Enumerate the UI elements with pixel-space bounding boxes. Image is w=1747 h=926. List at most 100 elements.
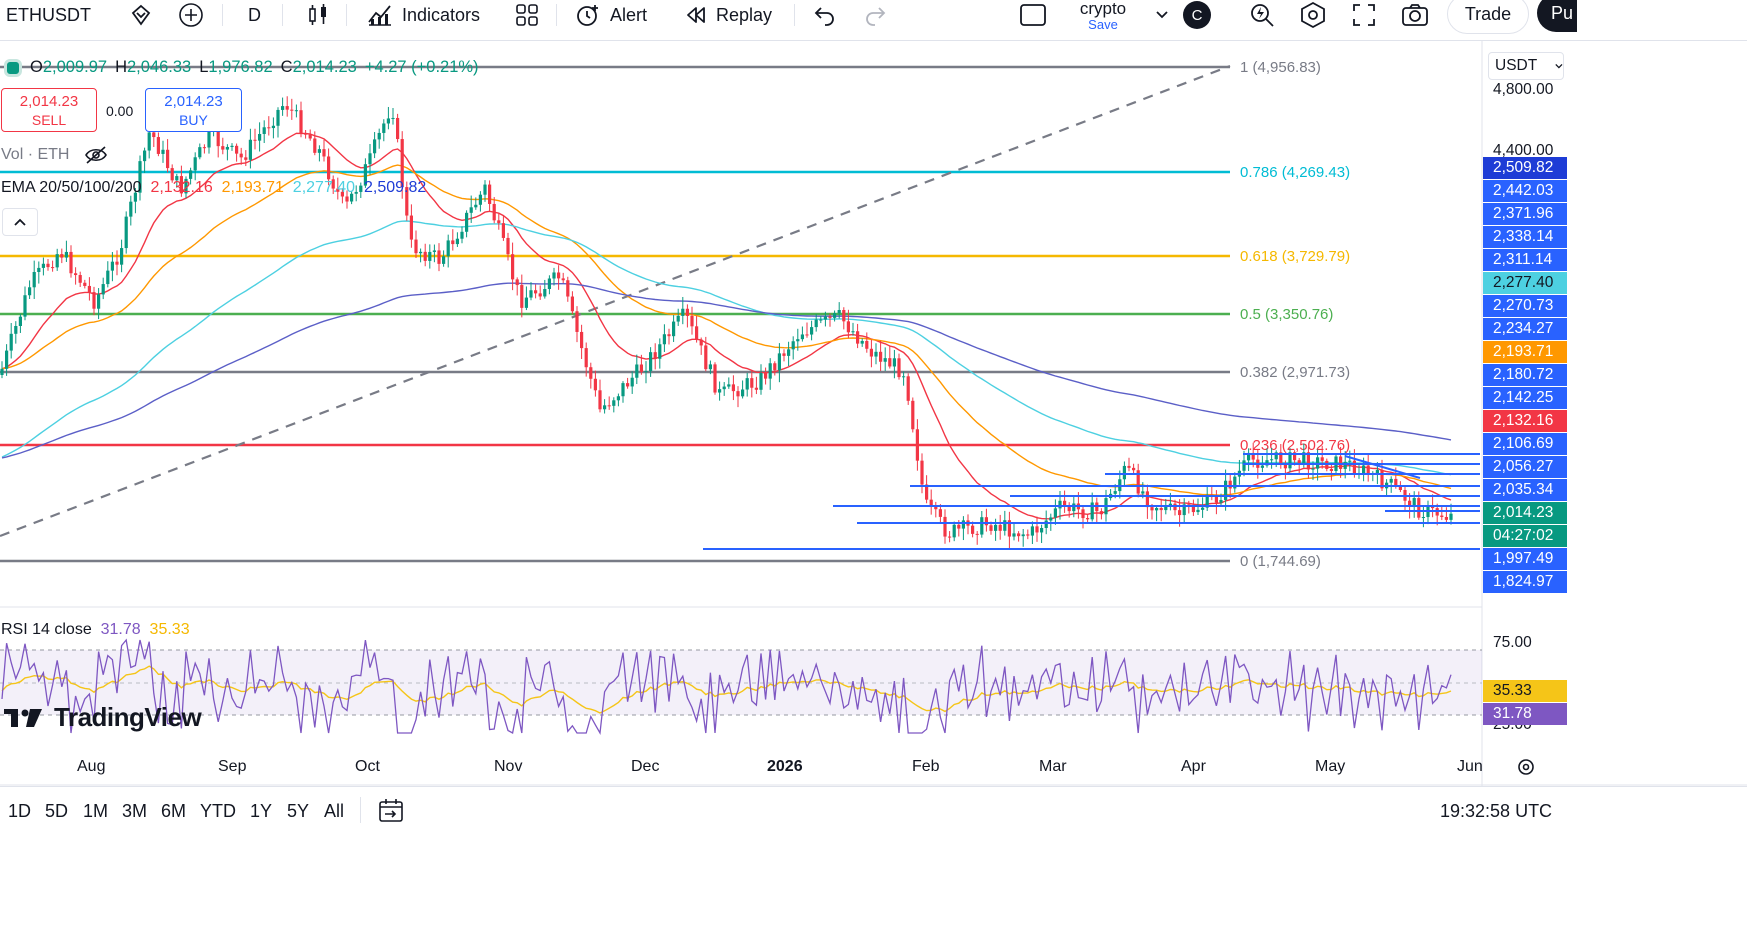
candle — [892, 358, 896, 367]
candle — [474, 204, 478, 208]
range-5y[interactable]: 5Y — [287, 801, 310, 821]
symbol-search[interactable]: ETHUSDT — [6, 0, 91, 30]
volume-label[interactable]: Vol · ETH — [1, 146, 70, 163]
trade-button[interactable]: Trade — [1447, 0, 1529, 34]
candle — [1320, 457, 1324, 461]
time-label: Mar — [1039, 758, 1067, 775]
candle — [1155, 507, 1159, 511]
market-status-dot[interactable] — [4, 58, 22, 77]
candle — [745, 378, 749, 390]
rsi-badge: 31.78 — [1483, 703, 1567, 725]
candle — [575, 311, 579, 332]
ema-legend[interactable]: EMA 20/50/100/200 2,132.16 2,193.71 2,27… — [1, 179, 427, 196]
candle — [676, 315, 680, 322]
range-1y[interactable]: 1Y — [250, 801, 273, 821]
candle — [1201, 507, 1205, 510]
save-label[interactable]: Save — [1088, 17, 1118, 32]
candle — [1053, 508, 1057, 518]
quick-search-icon[interactable] — [1248, 0, 1276, 30]
compare-add-icon[interactable] — [178, 0, 204, 30]
candle — [133, 192, 137, 202]
avatar[interactable]: C — [1183, 1, 1211, 29]
price-axis-badge: 1,997.49 — [1483, 548, 1567, 570]
candle — [524, 297, 528, 308]
range-6m[interactable]: 6M — [161, 801, 187, 821]
candle — [290, 109, 294, 111]
symbol-name[interactable]: ETHUSDT — [6, 4, 91, 25]
candle — [258, 133, 262, 141]
candle — [667, 334, 671, 337]
fib-level-label: 0.618 (3,729.79) — [1240, 248, 1350, 265]
range-1d[interactable]: 1D — [8, 801, 32, 821]
candle — [69, 251, 73, 274]
candle — [943, 516, 947, 537]
price-axis-badge: 2,014.23 — [1483, 502, 1567, 524]
replay-button[interactable]: Replay — [684, 0, 772, 30]
candle — [796, 339, 800, 342]
candle — [538, 293, 542, 297]
trend-line[interactable] — [1344, 455, 1421, 479]
sell-button[interactable]: 2,014.23 SELL — [1, 88, 97, 132]
undo-icon[interactable] — [812, 0, 838, 30]
fib-trend-line[interactable] — [0, 64, 1231, 538]
collapse-legend-button[interactable] — [2, 208, 38, 236]
clock[interactable]: 19:32:58 UTC — [1440, 801, 1553, 821]
candle — [313, 138, 317, 153]
candle — [78, 275, 82, 283]
candle — [446, 240, 450, 257]
layout-square-icon[interactable] — [1018, 0, 1048, 30]
candle — [51, 267, 55, 269]
range-all[interactable]: All — [324, 801, 345, 821]
templates-icon[interactable] — [514, 0, 540, 30]
alert-button[interactable]: Alert — [574, 0, 647, 30]
range-1m[interactable]: 1M — [83, 801, 109, 821]
indicators-button[interactable]: Indicators — [366, 0, 480, 30]
candle — [166, 149, 170, 169]
candle — [492, 203, 496, 221]
candle — [483, 184, 487, 195]
settings-gear-icon[interactable] — [1298, 0, 1328, 30]
candle — [465, 212, 469, 232]
candle — [354, 191, 358, 194]
chevron-down-icon[interactable] — [1154, 0, 1170, 30]
eye-hidden-icon[interactable] — [84, 145, 108, 170]
calendar-goto-icon[interactable] — [377, 797, 405, 830]
candle — [754, 387, 758, 390]
publish-button[interactable]: Pu — [1537, 0, 1577, 32]
range-5d[interactable]: 5D — [45, 801, 69, 821]
candle — [957, 524, 961, 529]
candle — [589, 367, 593, 379]
add-symbol-icon[interactable] — [128, 0, 154, 30]
spread-value: 0.00 — [106, 103, 134, 119]
candle — [336, 188, 340, 192]
candle — [823, 316, 827, 320]
rsi-legend[interactable]: RSI 14 close 31.78 35.33 — [1, 621, 190, 638]
candle — [138, 161, 142, 193]
candle — [1316, 457, 1320, 469]
candle — [658, 344, 662, 359]
candle — [1168, 503, 1172, 507]
rsi-ma-line — [1, 665, 1452, 714]
candle — [5, 350, 9, 369]
axis-settings-icon[interactable] — [1515, 756, 1537, 783]
candles-icon[interactable] — [306, 0, 330, 30]
range-3m[interactable]: 3M — [122, 801, 148, 821]
price-tick: 4,800.00 — [1493, 81, 1554, 98]
candle — [101, 284, 105, 295]
currency-select[interactable]: USDT — [1488, 52, 1564, 80]
layout-name-button[interactable]: crypto Save — [1072, 0, 1134, 31]
interval-button[interactable]: D — [248, 4, 261, 25]
candle — [1440, 515, 1444, 517]
candle — [520, 285, 524, 308]
candle — [1003, 520, 1007, 531]
camera-icon[interactable] — [1400, 0, 1430, 30]
candle — [419, 251, 423, 254]
time-label: Dec — [631, 758, 660, 775]
fullscreen-icon[interactable] — [1350, 0, 1378, 30]
candle — [1366, 465, 1370, 475]
buy-button[interactable]: 2,014.23 BUY — [145, 88, 242, 132]
candle — [331, 179, 335, 189]
chart-canvas[interactable]: 1 (4,956.83) 0.786 (4,269.43) 0.618 (3,729… — [0, 40, 1747, 850]
redo-icon[interactable] — [862, 0, 888, 30]
range-ytd[interactable]: YTD — [200, 801, 236, 821]
